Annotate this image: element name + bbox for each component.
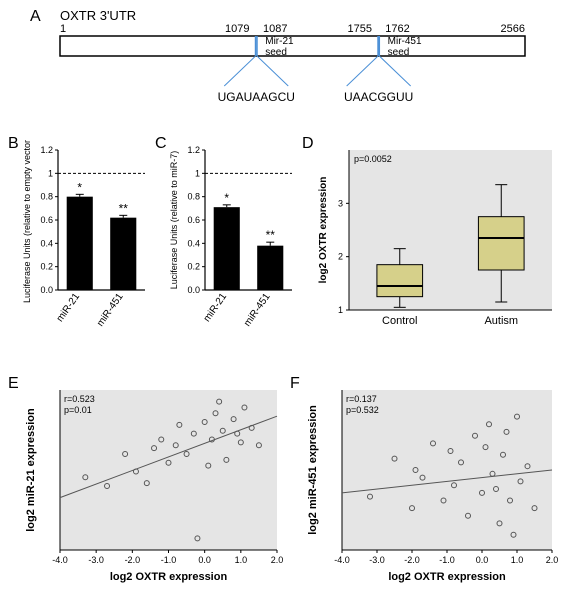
svg-text:p=0.0052: p=0.0052 (354, 154, 392, 164)
svg-text:p=0.532: p=0.532 (346, 405, 379, 415)
svg-text:0.8: 0.8 (40, 192, 53, 202)
svg-text:-1.0: -1.0 (161, 555, 177, 565)
svg-text:**: ** (119, 201, 129, 215)
bar-chart-b: 0.0 0.2 0.4 0.6 0.8 1 1.2 * miR-21 ** miR-451 Lucif… (20, 140, 150, 340)
svg-text:miR-451: miR-451 (95, 291, 126, 329)
svg-text:-2.0: -2.0 (125, 555, 141, 565)
svg-text:Luciferase Units (relative to: Luciferase Units (relative to empty vect… (22, 140, 32, 303)
svg-text:-3.0: -3.0 (88, 555, 104, 565)
panel-f-label: F (290, 375, 300, 393)
svg-text:1755: 1755 (348, 23, 372, 35)
svg-text:2.0: 2.0 (546, 555, 559, 565)
svg-text:2: 2 (338, 252, 343, 262)
svg-text:0.4: 0.4 (40, 238, 53, 248)
boxplot-d: 1 2 3 Control Autism p=0.0052 log2 OXTR expres… (314, 140, 559, 340)
scatter-f: -4.0 -3.0 -2.0 -1.0 0.0 1.0 2.0 r=0.137p=0.532 l… (302, 380, 560, 595)
svg-text:-4.0: -4.0 (52, 555, 68, 565)
svg-text:r=0.523: r=0.523 (64, 394, 95, 404)
svg-text:0.2: 0.2 (40, 262, 53, 272)
svg-text:miR-21: miR-21 (55, 291, 83, 324)
svg-text:0.0: 0.0 (40, 285, 53, 295)
svg-text:log2 miR-451 expression: log2 miR-451 expression (307, 405, 319, 535)
svg-text:log2 miR-21 expression: log2 miR-21 expression (25, 408, 37, 532)
svg-text:Mir-451: Mir-451 (388, 36, 422, 47)
svg-text:seed: seed (388, 47, 410, 58)
svg-text:miR-451: miR-451 (242, 291, 273, 329)
svg-text:1.2: 1.2 (40, 145, 53, 155)
svg-text:0.0: 0.0 (476, 555, 489, 565)
svg-text:0.6: 0.6 (187, 215, 200, 225)
svg-text:log2 OXTR expression: log2 OXTR expression (388, 571, 506, 583)
svg-text:0.8: 0.8 (187, 192, 200, 202)
svg-text:Control: Control (382, 315, 417, 327)
svg-text:**: ** (266, 228, 276, 242)
svg-text:1: 1 (195, 168, 200, 178)
svg-text:1.0: 1.0 (511, 555, 524, 565)
svg-text:3: 3 (338, 198, 343, 208)
utr-diagram: OXTR 3'UTR110791087175517622566Mir-21see… (55, 6, 535, 116)
panel-b-label: B (8, 135, 19, 153)
svg-text:log2 OXTR expression: log2 OXTR expression (318, 177, 329, 284)
svg-text:UAACGGUU: UAACGGUU (344, 90, 413, 104)
svg-text:Autism: Autism (484, 315, 518, 327)
svg-text:2.0: 2.0 (271, 555, 284, 565)
svg-text:*: * (224, 191, 229, 205)
svg-text:log2 OXTR expression: log2 OXTR expression (110, 571, 228, 583)
svg-text:UGAUAAGCU: UGAUAAGCU (218, 90, 295, 104)
svg-text:p=0.01: p=0.01 (64, 405, 92, 415)
svg-text:1.0: 1.0 (235, 555, 248, 565)
svg-text:-1.0: -1.0 (439, 555, 455, 565)
svg-text:2566: 2566 (501, 23, 525, 35)
svg-text:0.4: 0.4 (187, 238, 200, 248)
bar-chart-c: 0.0 0.2 0.4 0.6 0.8 1 1.2 * miR-21 ** miR-451 Lucif… (167, 140, 297, 340)
svg-text:1.2: 1.2 (187, 145, 200, 155)
svg-text:Mir-21: Mir-21 (265, 36, 294, 47)
svg-text:1: 1 (338, 305, 343, 315)
svg-text:Luciferase Units (relative to: Luciferase Units (relative to miR-7) (169, 151, 179, 290)
panel-e-label: E (8, 375, 19, 393)
svg-text:1: 1 (48, 168, 53, 178)
svg-text:1087: 1087 (263, 23, 287, 35)
svg-text:seed: seed (265, 47, 287, 58)
svg-text:1: 1 (60, 23, 66, 35)
scatter-e: -4.0 -3.0 -2.0 -1.0 0.0 1.0 2.0 r=0.523p=0.01 lo… (20, 380, 285, 595)
svg-text:miR-21: miR-21 (202, 291, 230, 324)
svg-text:0.0: 0.0 (187, 285, 200, 295)
svg-text:0.2: 0.2 (187, 262, 200, 272)
svg-text:0.6: 0.6 (40, 215, 53, 225)
svg-text:1079: 1079 (225, 23, 249, 35)
svg-text:r=0.137: r=0.137 (346, 394, 377, 404)
panel-c-label: C (155, 135, 167, 153)
svg-text:1762: 1762 (385, 23, 409, 35)
svg-text:0.0: 0.0 (198, 555, 211, 565)
svg-text:-4.0: -4.0 (334, 555, 350, 565)
panel-a-label: A (30, 8, 41, 26)
svg-text:*: * (77, 180, 82, 194)
svg-text:OXTR 3'UTR: OXTR 3'UTR (60, 8, 136, 23)
svg-text:-2.0: -2.0 (404, 555, 420, 565)
panel-d-label: D (302, 135, 314, 153)
svg-text:-3.0: -3.0 (369, 555, 385, 565)
